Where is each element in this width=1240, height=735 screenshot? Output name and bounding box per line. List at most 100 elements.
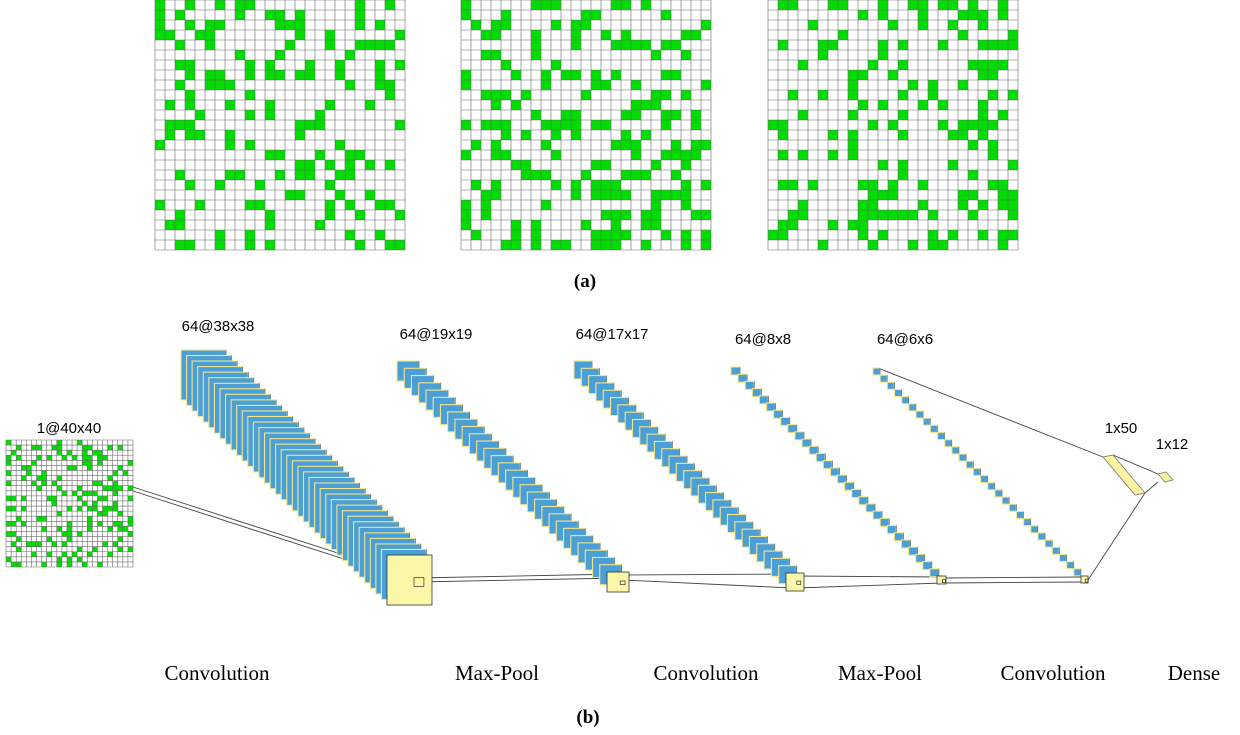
occupied-cell (77, 546, 83, 552)
occupied-cell (127, 521, 133, 527)
occupied-cell (541, 200, 551, 210)
occupied-cell (521, 160, 531, 170)
occupied-cell (621, 170, 631, 180)
occupied-cell (481, 30, 491, 40)
occupied-cell (127, 546, 133, 552)
occupied-cell (245, 240, 255, 250)
occupied-cell (1008, 230, 1018, 240)
occupied-cell (661, 110, 671, 120)
feature-map (944, 439, 953, 448)
occupied-cell (325, 200, 335, 210)
occupied-cell (245, 230, 255, 240)
occupied-cell (691, 120, 701, 130)
occupied-cell (92, 480, 98, 486)
occupied-cell (611, 180, 621, 190)
occupied-cell (671, 140, 681, 150)
occupied-cell (46, 495, 52, 501)
occupied-cell (175, 220, 185, 230)
occupied-cell (345, 50, 355, 60)
occupied-cell (21, 465, 27, 471)
occupied-cell (461, 220, 471, 230)
occupied-cell (365, 190, 375, 200)
occupied-cell (501, 130, 511, 140)
occupied-cell (461, 0, 471, 10)
feature-map (987, 482, 996, 491)
occupied-cell (245, 140, 255, 150)
connection-line (1144, 481, 1159, 494)
occupied-cell (315, 220, 325, 230)
occupied-cell (918, 100, 928, 110)
occupied-cell (295, 130, 305, 140)
occupied-cell (61, 541, 67, 547)
occupied-cell (305, 70, 315, 80)
occupied-cell (491, 180, 501, 190)
occupied-cell (601, 230, 611, 240)
occupied-cell (66, 465, 73, 471)
occupied-cell (325, 40, 335, 50)
occupied-cell (97, 511, 103, 517)
occupied-cell (225, 100, 235, 110)
connection-line (621, 579, 793, 589)
connection-line (415, 573, 621, 579)
input-grid (5, 439, 134, 568)
occupied-cell (651, 90, 661, 100)
feature-map (1044, 539, 1053, 548)
occupied-cell (87, 551, 93, 557)
occupied-cell (561, 240, 571, 250)
occupied-cell (46, 536, 52, 542)
occupied-cell (56, 485, 62, 491)
occupied-cell (958, 80, 968, 90)
occupied-cell (395, 210, 405, 220)
occupied-cell (868, 60, 878, 70)
occupied-cell (82, 455, 88, 461)
occupied-cell (185, 20, 195, 30)
occupied-cell (102, 455, 108, 461)
occupied-cell (501, 240, 511, 250)
occupied-cell (36, 541, 42, 547)
occupied-cell (681, 180, 691, 190)
occupied-cell (21, 475, 27, 481)
occupied-cell (305, 170, 315, 180)
occupied-cell (631, 100, 641, 110)
occupied-cell (701, 210, 711, 220)
occupied-cell (97, 450, 103, 456)
occupied-cell (185, 100, 195, 110)
occupied-cell (908, 240, 918, 250)
occupied-cell (56, 450, 62, 456)
occupied-cell (928, 230, 938, 240)
occupied-cell (375, 60, 385, 70)
occupancy-grid-3 (767, 0, 1019, 251)
dense-12-block (1157, 471, 1174, 483)
occupied-cell (265, 60, 275, 70)
occupied-cell (998, 10, 1008, 20)
occupied-cell (641, 130, 651, 140)
occupied-cell (265, 100, 275, 110)
occupied-cell (551, 120, 561, 130)
occupied-cell (591, 70, 601, 80)
occupied-cell (66, 556, 73, 562)
occupied-cell (701, 240, 711, 250)
occupied-cell (868, 240, 878, 250)
occupied-cell (651, 210, 661, 220)
occupied-cell (541, 120, 551, 130)
occupied-cell (858, 10, 868, 20)
occupied-cell (82, 460, 88, 466)
occupied-cell (355, 210, 365, 220)
occupied-cell (72, 490, 78, 496)
occupied-cell (661, 40, 671, 50)
occupied-cell (591, 240, 601, 250)
occupied-cell (345, 200, 355, 210)
layer-3-shape-label: 64@17x17 (576, 326, 649, 343)
occupied-cell (958, 190, 968, 200)
occupied-cell (471, 180, 481, 190)
occupied-cell (41, 561, 47, 567)
occupied-cell (878, 190, 888, 200)
occupied-cell (56, 475, 62, 481)
occupied-cell (355, 240, 365, 250)
occupied-cell (998, 60, 1008, 70)
occupied-cell (325, 30, 335, 40)
occupied-cell (31, 460, 37, 466)
occupied-cell (491, 140, 501, 150)
occupied-cell (481, 200, 491, 210)
occupied-cell (315, 120, 325, 130)
